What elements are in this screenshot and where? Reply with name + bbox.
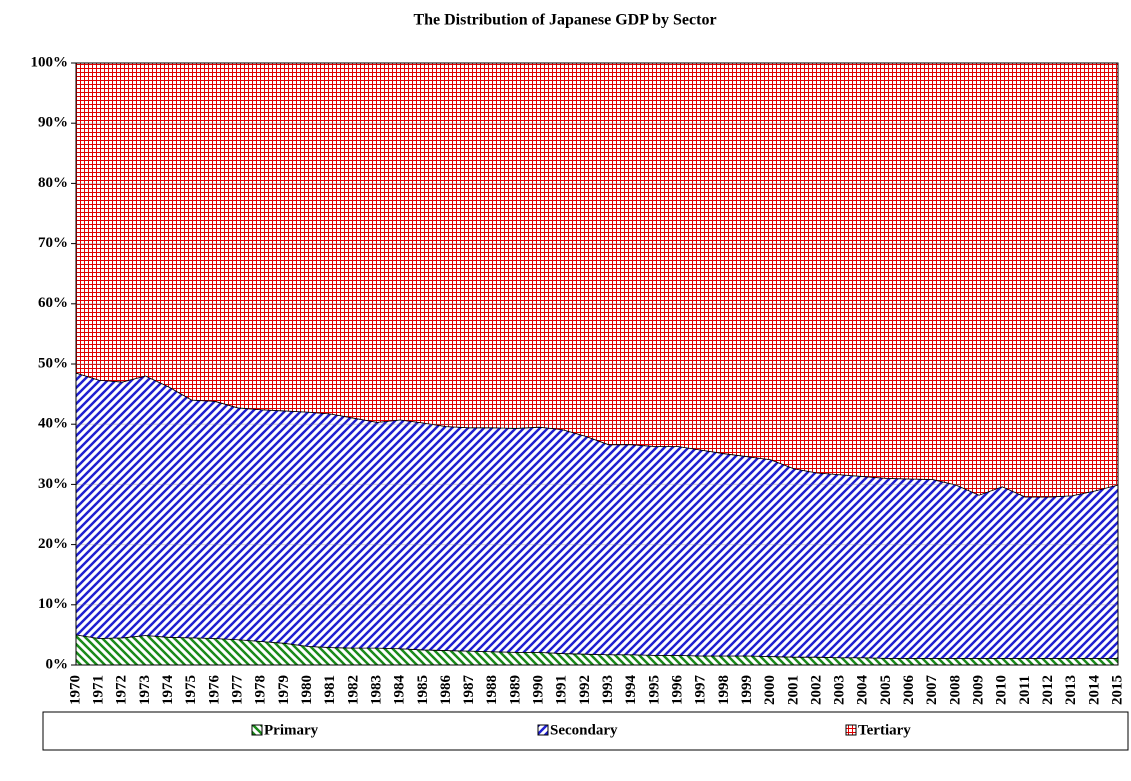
y-tick-label: 70% xyxy=(38,235,68,251)
x-tick-label: 2002 xyxy=(808,675,824,705)
x-tick-label: 2006 xyxy=(901,675,917,706)
x-tick-label: 1998 xyxy=(716,675,732,705)
x-tick-label: 1993 xyxy=(600,675,616,705)
x-tick-label: 1994 xyxy=(623,675,639,706)
x-tick-label: 2015 xyxy=(1109,675,1125,705)
x-tick-label: 2000 xyxy=(762,675,778,705)
x-tick-label: 1977 xyxy=(230,675,246,706)
x-tick-label: 1991 xyxy=(554,675,570,705)
legend-label: Secondary xyxy=(550,722,618,738)
x-tick-label: 1982 xyxy=(345,675,361,705)
x-tick-label: 2008 xyxy=(947,675,963,705)
x-tick-label: 1980 xyxy=(299,675,315,705)
x-tick-label: 1990 xyxy=(531,675,547,705)
x-tick-label: 2010 xyxy=(994,675,1010,705)
x-tick-label: 1985 xyxy=(415,675,431,705)
x-tick-label: 2007 xyxy=(924,675,940,706)
y-tick-label: 100% xyxy=(31,54,69,70)
x-tick-label: 1974 xyxy=(160,675,176,706)
x-tick-label: 1983 xyxy=(368,675,384,705)
x-tick-label: 1981 xyxy=(322,675,338,705)
x-tick-label: 1973 xyxy=(137,675,153,705)
x-tick-label: 1984 xyxy=(392,675,408,706)
y-tick-label: 30% xyxy=(38,476,68,492)
y-tick-label: 80% xyxy=(38,175,68,191)
x-tick-label: 2009 xyxy=(971,675,987,705)
x-tick-label: 2012 xyxy=(1040,675,1056,705)
x-tick-label: 1995 xyxy=(646,675,662,705)
y-tick-label: 90% xyxy=(38,115,68,131)
legend-swatch xyxy=(845,724,857,736)
y-tick-label: 50% xyxy=(38,355,68,371)
x-tick-label: 1996 xyxy=(669,675,685,706)
legend-box xyxy=(42,711,1129,751)
y-tick-label: 60% xyxy=(38,295,68,311)
legend-swatch xyxy=(251,724,263,736)
legend-label: Primary xyxy=(264,722,319,738)
x-tick-label: 1989 xyxy=(507,675,523,705)
x-tick-label: 1972 xyxy=(114,675,130,705)
x-tick-label: 1988 xyxy=(484,675,500,705)
legend-label: Tertiary xyxy=(858,722,911,738)
x-tick-label: 1976 xyxy=(206,675,222,706)
x-tick-label: 1978 xyxy=(253,675,269,705)
x-tick-label: 1987 xyxy=(461,675,477,706)
x-tick-label: 1979 xyxy=(276,675,292,705)
y-tick-label: 0% xyxy=(46,656,69,672)
x-tick-label: 2013 xyxy=(1063,675,1079,705)
x-tick-label: 2005 xyxy=(878,675,894,705)
plot-frame xyxy=(75,62,1119,666)
x-tick-label: 2011 xyxy=(1017,675,1033,704)
x-tick-label: 2001 xyxy=(785,675,801,705)
y-tick-label: 20% xyxy=(38,536,68,552)
chart-title: The Distribution of Japanese GDP by Sect… xyxy=(413,12,716,29)
x-tick-label: 1986 xyxy=(438,675,454,706)
legend-swatch xyxy=(537,724,549,736)
x-tick-label: 1970 xyxy=(67,675,83,705)
x-tick-label: 1999 xyxy=(739,675,755,705)
y-tick-label: 40% xyxy=(38,416,68,432)
x-tick-label: 2004 xyxy=(855,675,871,706)
x-tick-label: 2014 xyxy=(1086,675,1102,706)
y-tick-label: 10% xyxy=(38,596,68,612)
x-tick-label: 1975 xyxy=(183,675,199,705)
x-tick-label: 2003 xyxy=(832,675,848,705)
x-tick-label: 1992 xyxy=(577,675,593,705)
x-tick-label: 1997 xyxy=(693,675,709,706)
x-tick-label: 1971 xyxy=(91,675,107,705)
